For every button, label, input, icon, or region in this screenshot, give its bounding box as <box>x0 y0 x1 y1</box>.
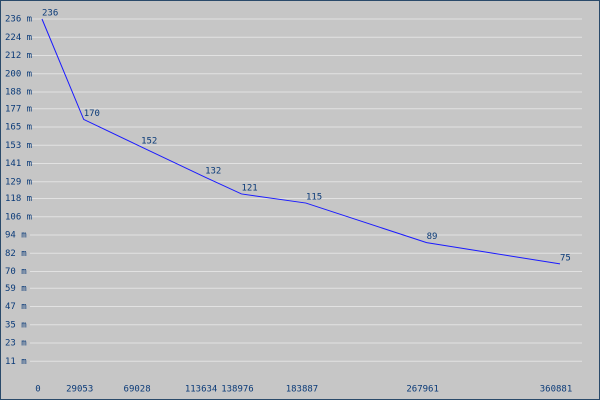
y-tick-label: 11 m <box>5 357 27 367</box>
x-tick-label: 113634 <box>185 385 218 395</box>
x-tick-label: 138976 <box>221 385 254 395</box>
y-tick-label: 82 m <box>5 249 27 259</box>
y-tick-label: 35 m <box>5 320 27 330</box>
data-label: 115 <box>306 193 322 203</box>
y-tick-label: 236 m <box>5 15 32 25</box>
x-tick-label: 360881 <box>540 385 573 395</box>
data-label: 236 <box>42 9 58 19</box>
y-tick-label: 177 m <box>5 104 32 114</box>
y-tick-label: 188 m <box>5 88 32 98</box>
y-tick-label: 153 m <box>5 141 32 151</box>
y-tick-label: 47 m <box>5 302 27 312</box>
data-label: 170 <box>84 109 100 119</box>
x-tick-label: 183887 <box>286 385 319 395</box>
y-tick-label: 70 m <box>5 267 27 277</box>
y-tick-label: 59 m <box>5 284 27 294</box>
x-tick-label: 0 <box>35 385 40 395</box>
y-tick-label: 118 m <box>5 194 32 204</box>
y-tick-label: 200 m <box>5 69 32 79</box>
data-label: 132 <box>205 167 221 177</box>
x-tick-label: 29053 <box>66 385 93 395</box>
x-tick-label: 267961 <box>406 385 439 395</box>
y-tick-label: 212 m <box>5 51 32 61</box>
data-label: 121 <box>241 183 257 193</box>
data-label: 75 <box>560 253 571 263</box>
y-tick-label: 94 m <box>5 231 27 241</box>
data-label: 152 <box>141 136 157 146</box>
y-tick-label: 224 m <box>5 33 32 43</box>
y-tick-label: 106 m <box>5 212 32 222</box>
y-tick-label: 23 m <box>5 339 27 349</box>
y-tick-label: 165 m <box>5 123 32 133</box>
line <box>41 18 561 265</box>
y-tick-label: 141 m <box>5 159 32 169</box>
x-tick-label: 69028 <box>124 385 151 395</box>
y-tick-label: 129 m <box>5 177 32 187</box>
data-label: 89 <box>427 232 438 242</box>
